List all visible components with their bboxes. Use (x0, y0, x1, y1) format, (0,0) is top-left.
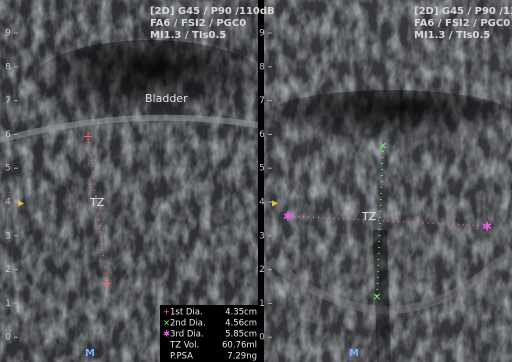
focus-marker: ▶ (272, 199, 279, 208)
depth-label: 8 (5, 62, 11, 72)
organ-label: Bladder (145, 92, 188, 105)
depth-label: 6 (5, 130, 11, 140)
measurement-label: 1st Dia. (170, 308, 203, 318)
measurement-symbol: + (163, 308, 170, 318)
caliper-end: + (83, 130, 93, 144)
measurement-value: 7.29ng (227, 352, 257, 362)
caliper-end: × (372, 290, 381, 303)
depth-label: 3 (259, 231, 265, 241)
depth-label: 7 (5, 96, 11, 106)
caliper-end: × (378, 139, 387, 152)
header-line: [2D] G45 / P90 /110dB (414, 6, 512, 17)
measurement-box (160, 305, 260, 362)
probe-marker: M (349, 348, 359, 359)
depth-label: 4 (5, 198, 11, 208)
depth-label: 5 (5, 164, 11, 174)
depth-label: 2 (259, 265, 265, 275)
focus-marker: ▶ (18, 199, 25, 208)
depth-label: 0 (259, 333, 265, 343)
depth-label: 3 (5, 231, 11, 241)
zone-label: TZ (361, 210, 377, 223)
divider (258, 0, 264, 362)
measurement-label: TZ Vol. (169, 341, 199, 351)
measurement-symbol: × (163, 319, 170, 329)
depth-label: 2 (5, 265, 11, 275)
depth-label: 1 (259, 299, 265, 309)
measurement-value: 60.76ml (222, 341, 257, 351)
probe-marker: M (85, 348, 95, 359)
depth-label: 8 (259, 62, 265, 72)
depth-label: 1 (5, 299, 11, 309)
measurement-label: 3rd Dia. (170, 330, 204, 340)
header-line: [2D] G45 / P90 /110dB (150, 6, 275, 17)
left-image (0, 0, 258, 362)
zone-label: TZ (89, 196, 105, 209)
depth-label: 0 (5, 333, 11, 343)
header-line: FA6 / FSI2 / PGC0 (414, 18, 510, 29)
header-line: MI1.3 / TIs0.5 (150, 30, 226, 41)
right-image (264, 0, 512, 362)
measurement-list: +1st Dia. 4.35cm × 2nd Dia. 4.56cm ✱ 3rd Dia. 5… (163, 308, 257, 362)
measurement-value: 4.56cm (225, 319, 257, 329)
caliper-end: ✱ (482, 220, 492, 234)
header-line: MI1.3 / TIs0.5 (414, 30, 490, 41)
depth-label: 4 (259, 198, 265, 208)
caliper-end: ✱ (283, 210, 293, 224)
caliper-2 (376, 144, 384, 298)
depth-label: 9 (5, 29, 11, 39)
depth-label: 6 (259, 130, 265, 140)
depth-label: 5 (259, 164, 265, 174)
measurement-label: P.PSA (170, 352, 193, 362)
measurement-value: 4.35cm (225, 308, 257, 318)
measurement-symbol: ✱ (163, 330, 170, 340)
depth-label: 9 (259, 29, 265, 39)
measurement-value: 5.85cm (225, 330, 257, 340)
caliper-end: + (102, 277, 112, 291)
depth-label: 7 (259, 96, 265, 106)
header-line: FA6 / FSI2 / PGC0 (150, 18, 246, 29)
measurement-label: 2nd Dia. (170, 319, 206, 329)
